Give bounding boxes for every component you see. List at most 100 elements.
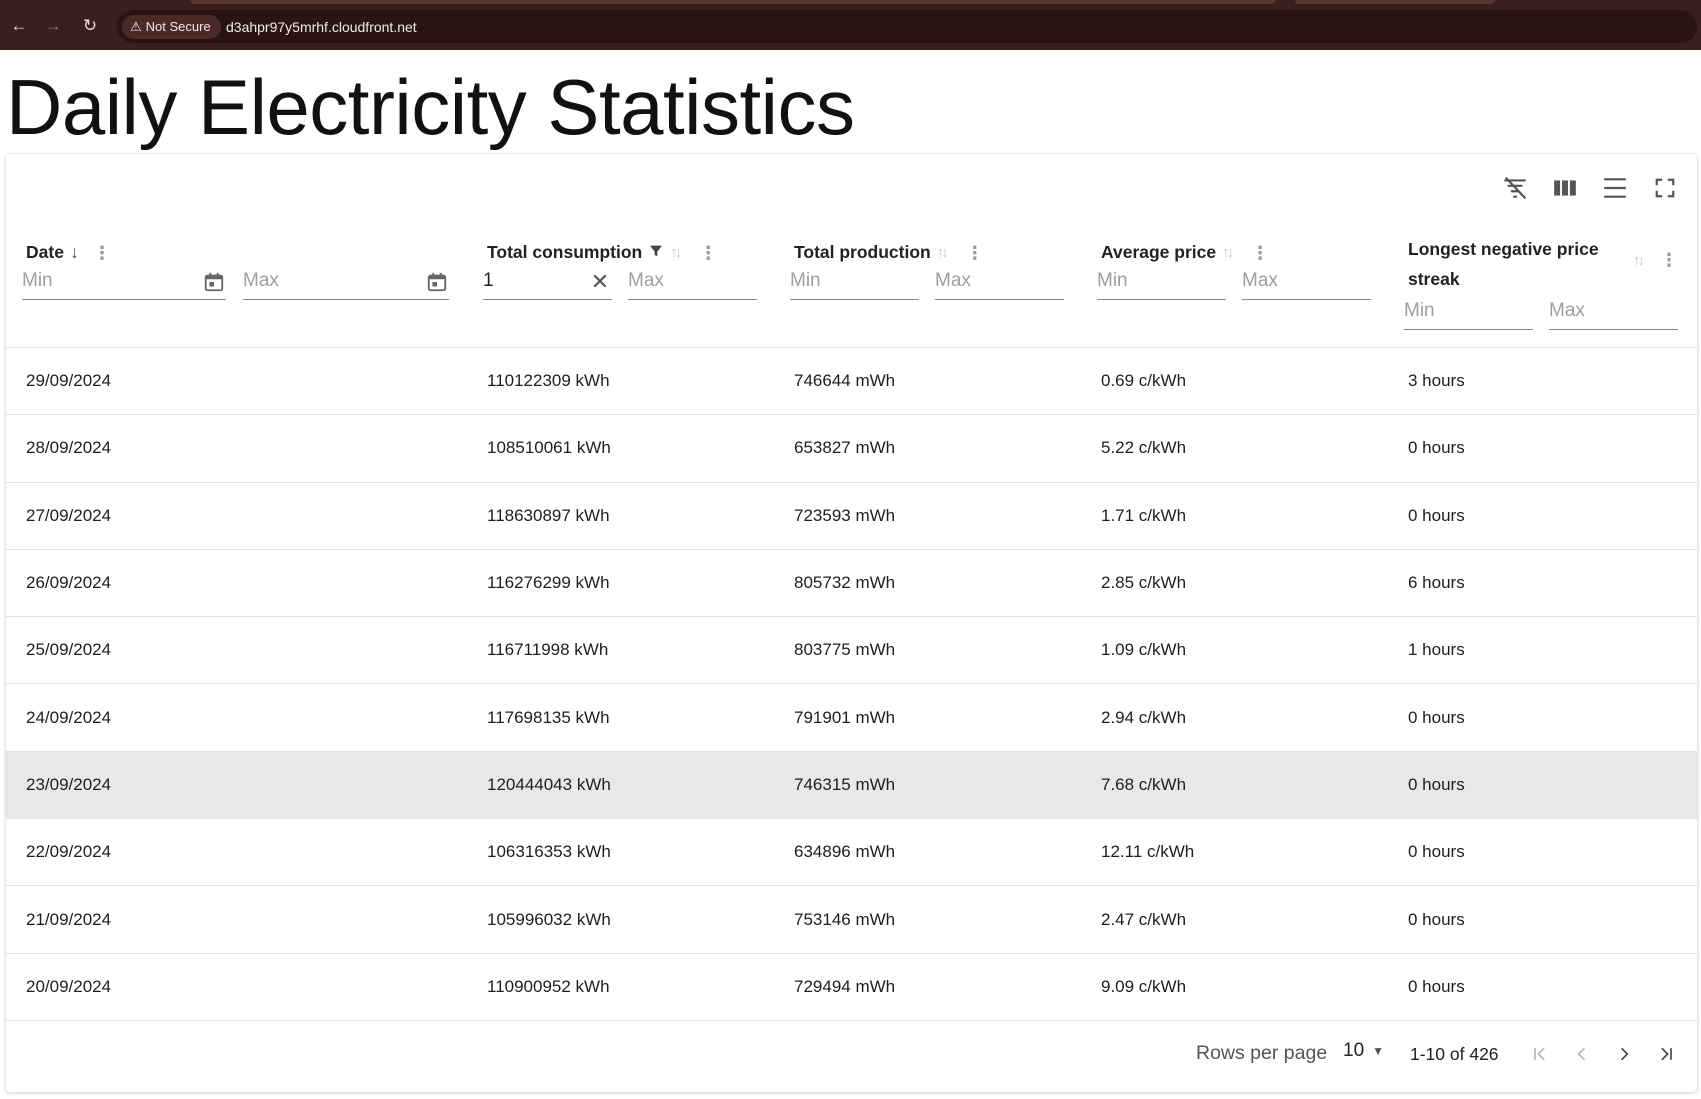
date-cell: 29/09/2024 <box>26 371 112 391</box>
production-min-input[interactable] <box>790 264 919 298</box>
production-cell: 746315 mWh <box>794 774 896 794</box>
consumption-cell: 118630897 kWh <box>487 505 610 525</box>
table-row[interactable]: 25/09/2024 116711998 kWh 803775 mWh 1.09… <box>6 617 1697 685</box>
streak-min-field[interactable] <box>1404 294 1533 330</box>
price-min-field[interactable] <box>1097 264 1226 300</box>
sort-icon[interactable]: ↑↓ <box>1633 252 1645 269</box>
production-max-field[interactable] <box>935 264 1064 300</box>
price-cell: 9.09 c/kWh <box>1101 976 1187 996</box>
next-page-icon[interactable] <box>1608 1038 1640 1070</box>
consumption-cell: 116711998 kWh <box>487 640 609 660</box>
date-cell: 22/09/2024 <box>26 842 112 862</box>
consumption-cell: 110122309 kWh <box>487 371 610 391</box>
fullscreen-icon[interactable] <box>1647 170 1683 206</box>
table-row[interactable]: 27/09/2024 118630897 kWh 723593 mWh 1.71… <box>6 483 1697 550</box>
column-label[interactable]: Average price <box>1101 242 1217 262</box>
date-cell: 20/09/2024 <box>26 976 112 996</box>
density-icon[interactable] <box>1597 170 1633 206</box>
sort-icon[interactable]: ↑↓ <box>670 244 682 261</box>
price-max-input[interactable] <box>1242 264 1371 298</box>
filter-off-icon[interactable] <box>1497 170 1533 206</box>
column-label[interactable]: Total production <box>794 242 931 262</box>
clear-icon[interactable]: ✕ <box>590 269 610 294</box>
sort-desc-icon[interactable]: ↓ <box>69 242 79 262</box>
browser-toolbar: ← → ↻ ⚠ Not Secure d3ahpr97y5mrhf.cloudfr… <box>0 0 1701 50</box>
table-row[interactable]: 20/09/2024 110900952 kWh 729494 mWh 9.09… <box>6 954 1697 1021</box>
streak-cell: 0 hours <box>1408 976 1465 996</box>
date-cell: 28/09/2024 <box>26 438 112 458</box>
table-row-hovered[interactable]: 23/09/2024 120444043 kWh 746315 mWh 7.68… <box>6 751 1697 820</box>
table-body: 29/09/2024 110122309 kWh 746644 mWh 0.69… <box>6 348 1697 1021</box>
sort-icon[interactable]: ↑↓ <box>936 244 949 261</box>
streak-max-input[interactable] <box>1549 294 1678 328</box>
security-label: Not Secure <box>145 19 211 34</box>
column-label[interactable]: Date <box>26 242 64 262</box>
production-cell: 729494 mWh <box>794 976 896 996</box>
security-chip[interactable]: ⚠ Not Secure <box>122 15 221 39</box>
url-text[interactable]: d3ahpr97y5mrhf.cloudfront.net <box>226 19 417 35</box>
date-min-field[interactable] <box>22 264 226 300</box>
column-menu-icon[interactable]: ⋮ <box>1660 250 1678 270</box>
production-max-input[interactable] <box>935 264 1064 298</box>
table-row[interactable]: 24/09/2024 117698135 kWh 791901 mWh 2.94… <box>6 684 1697 752</box>
production-min-field[interactable] <box>790 264 919 300</box>
price-min-input[interactable] <box>1097 264 1226 298</box>
consumption-cell: 106316353 kWh <box>487 842 611 862</box>
date-cell: 26/09/2024 <box>26 573 112 593</box>
table-row[interactable]: 29/09/2024 110122309 kWh 746644 mWh 0.69… <box>6 348 1697 416</box>
table-row[interactable]: 26/09/2024 116276299 kWh 805732 mWh 2.85… <box>6 550 1697 618</box>
production-cell: 803775 mWh <box>794 640 896 660</box>
first-page-icon[interactable] <box>1524 1038 1556 1070</box>
streak-min-input[interactable] <box>1404 294 1533 328</box>
forward-icon[interactable]: → <box>44 16 62 35</box>
date-max-input[interactable] <box>243 264 449 298</box>
consumption-max-field[interactable] <box>628 264 757 300</box>
streak-cell: 6 hours <box>1408 573 1465 593</box>
dropdown-arrow-icon[interactable]: ▼ <box>1372 1044 1385 1058</box>
column-menu-icon[interactable]: ⋮ <box>699 242 718 263</box>
rows-per-page-select[interactable]: 10 ▼ <box>1343 1040 1384 1062</box>
table-toolbar <box>1497 170 1683 214</box>
consumption-cell: 108510061 kWh <box>487 438 611 458</box>
streak-max-field[interactable] <box>1549 294 1678 330</box>
date-max-field[interactable] <box>243 264 449 300</box>
production-cell: 653827 mWh <box>794 438 896 458</box>
address-bar[interactable] <box>117 10 1697 43</box>
table-row[interactable]: 28/09/2024 108510061 kWh 653827 mWh 5.22… <box>6 415 1697 483</box>
reload-icon[interactable]: ↻ <box>82 16 98 35</box>
price-cell: 1.71 c/kWh <box>1101 505 1187 525</box>
sort-icon[interactable]: ↑↓ <box>1222 244 1234 261</box>
date-cell: 21/09/2024 <box>26 909 112 929</box>
column-header-date: Date ↓ ⋮ <box>6 234 467 348</box>
table-row[interactable]: 22/09/2024 106316353 kWh 634896 mWh 12.1… <box>6 819 1697 887</box>
column-label[interactable]: Longest negative price streak <box>1408 239 1599 289</box>
column-menu-icon[interactable]: ⋮ <box>92 242 111 263</box>
price-cell: 2.94 c/kWh <box>1101 707 1187 727</box>
streak-cell: 0 hours <box>1408 842 1465 862</box>
back-icon[interactable]: ← <box>10 16 28 35</box>
column-header-negative-price-streak: Longest negative price streak ↑↓ ⋮ <box>1388 234 1697 348</box>
column-label[interactable]: Total consumption <box>487 242 643 262</box>
calendar-icon[interactable] <box>202 270 226 294</box>
filter-icon[interactable] <box>648 243 664 262</box>
column-menu-icon[interactable]: ⋮ <box>1251 242 1270 263</box>
streak-cell: 0 hours <box>1408 774 1465 794</box>
prev-page-icon[interactable] <box>1566 1038 1598 1070</box>
column-menu-icon[interactable]: ⋮ <box>965 242 984 263</box>
date-cell: 27/09/2024 <box>26 505 112 525</box>
price-cell: 1.09 c/kWh <box>1101 640 1187 660</box>
consumption-cell: 117698135 kWh <box>487 707 610 727</box>
date-min-input[interactable] <box>22 264 226 298</box>
calendar-icon[interactable] <box>425 270 449 294</box>
view-column-icon[interactable] <box>1547 170 1583 206</box>
consumption-min-input[interactable] <box>483 264 612 298</box>
tab-strip <box>190 0 1275 4</box>
rows-per-page-value[interactable]: 10 <box>1343 1040 1365 1061</box>
consumption-min-field[interactable]: ✕ <box>483 264 612 300</box>
table-row[interactable]: 21/09/2024 105996032 kWh 753146 mWh 2.47… <box>6 886 1697 954</box>
pagination-bar: Rows per page 10 ▼ 1-10 of 426 <box>6 1022 1697 1092</box>
price-max-field[interactable] <box>1242 264 1371 300</box>
consumption-max-input[interactable] <box>628 264 757 298</box>
price-cell: 0.69 c/kWh <box>1101 371 1187 391</box>
last-page-icon[interactable] <box>1650 1038 1682 1070</box>
